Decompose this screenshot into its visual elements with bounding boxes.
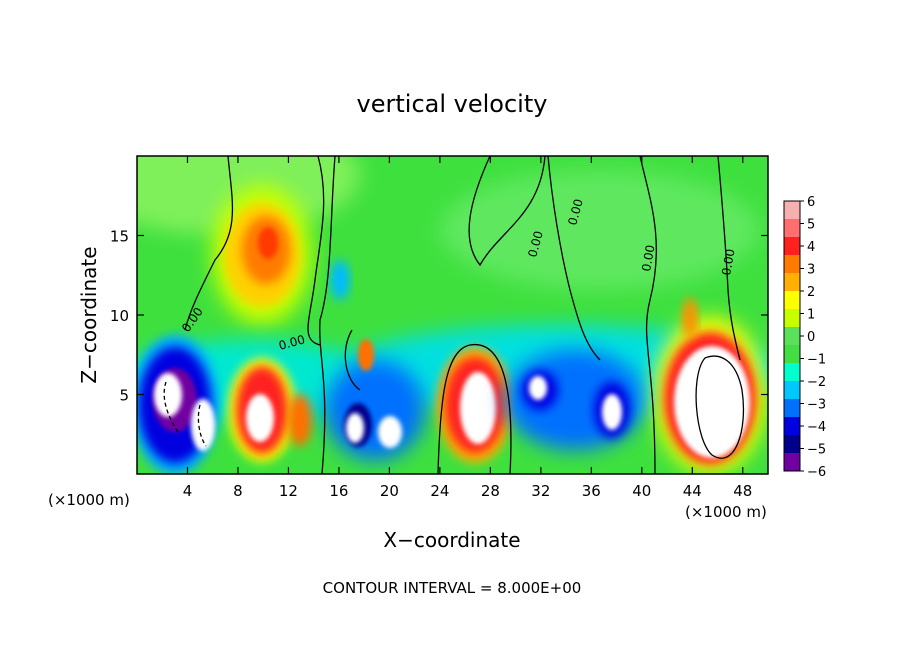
colorbar-tick-label: 0 (807, 330, 815, 345)
contour-label: 0.00 (719, 248, 737, 277)
x-tick-label: 20 (380, 482, 399, 500)
contour-line-2 (319, 156, 336, 474)
contour-line-3 (468, 156, 546, 267)
y-tick-label: 5 (119, 387, 129, 405)
field-blob-11 (154, 373, 182, 417)
field-blob-29 (602, 394, 622, 430)
colorbar-segment (784, 201, 800, 220)
colorbar-tick-label: −5 (807, 443, 826, 458)
colorbar-segment (784, 237, 800, 256)
colorbar-tick-label: −6 (807, 465, 826, 480)
x-axis-label: X−coordinate (383, 528, 520, 552)
dashed-contour-1 (197, 404, 207, 447)
field-blob-21 (358, 339, 374, 371)
dashed-contour-0 (163, 381, 179, 433)
contour-line-5 (639, 156, 657, 474)
field-blob-12 (191, 399, 215, 451)
x-tick-label: 36 (582, 482, 601, 500)
field-blob-1 (440, 170, 760, 290)
contour-line-9 (695, 355, 745, 459)
y-tick-label: 15 (110, 228, 129, 246)
contour-label: 0.00 (565, 197, 585, 226)
colorbar-segment (784, 327, 800, 346)
field-blob-33 (682, 298, 698, 338)
contour-line-8 (437, 343, 512, 474)
colorbar-tick-label: −4 (807, 420, 826, 435)
colorbar-segment (784, 345, 800, 364)
field-blob-24 (460, 372, 496, 444)
colorbar-tick-label: −1 (807, 353, 826, 368)
x-tick-label: 44 (683, 482, 702, 500)
contour-line-1 (307, 156, 325, 346)
field-blob-16 (288, 394, 312, 446)
y-axis-label: Z−coordinate (77, 246, 101, 383)
colorbar: 6 5 4 3 2 1 0 −1 −2 −3 −4 −5 −6 (783, 195, 826, 480)
x-tick-label: 12 (279, 482, 298, 500)
colorbar-segment (784, 453, 800, 472)
contour-label: 0.00 (525, 229, 545, 258)
colorbar-segment (784, 309, 800, 328)
field-blob-32 (674, 346, 750, 458)
field-blob-17 (325, 360, 425, 460)
x-tick-label: 24 (430, 482, 449, 500)
x-tick-label: 40 (632, 482, 651, 500)
contour-line-6 (717, 156, 741, 361)
y-tick-label: 10 (110, 307, 129, 325)
x-tick-label: 8 (233, 482, 243, 500)
contour-line-7 (344, 329, 361, 391)
colorbar-tick-label: −2 (807, 375, 826, 390)
plot-area (137, 156, 768, 474)
field-blob-19 (346, 413, 364, 443)
contour-interval-note: CONTOUR INTERVAL = 8.000E+00 (323, 579, 582, 597)
colorbar-segment (784, 363, 800, 382)
chart-title: vertical velocity (357, 90, 548, 118)
field-blob-5 (258, 227, 278, 259)
x-tick-label: 28 (481, 482, 500, 500)
x-tick-label: 16 (329, 482, 348, 500)
x-tick-label: 4 (183, 482, 193, 500)
x-units-left: (×1000 m) (48, 491, 130, 509)
colorbar-tick-label: 4 (807, 240, 815, 255)
colorbar-tick-label: −3 (807, 398, 826, 413)
colorbar-segment (784, 417, 800, 436)
field-blob-20 (378, 416, 402, 448)
colorbar-tick-label: 5 (807, 218, 815, 233)
colorbar-tick-label: 1 (807, 308, 815, 323)
contour-label: 0.00 (277, 332, 306, 352)
field-blob-34 (330, 260, 350, 300)
x-axis: 4 8 12 16 20 24 28 32 36 40 44 48 (183, 156, 752, 500)
x-tick-label: 48 (733, 482, 752, 500)
colorbar-tick-label: 2 (807, 285, 815, 300)
contour-line-0 (184, 156, 234, 331)
colorbar-tick-label: 6 (807, 195, 815, 210)
contour-label: 0.00 (639, 244, 657, 273)
field-blob-27 (529, 376, 547, 400)
colorbar-segment (784, 381, 800, 400)
contour-line-4 (547, 156, 601, 361)
x-tick-label: 32 (531, 482, 550, 500)
y-axis: 5 10 15 (110, 228, 768, 405)
colorbar-segment (784, 273, 800, 292)
colorbar-segment (784, 435, 800, 454)
colorbar-segment (784, 255, 800, 274)
colorbar-segment (784, 291, 800, 310)
colorbar-segment (784, 219, 800, 238)
colorbar-tick-label: 3 (807, 263, 815, 278)
field-blob-15 (246, 394, 274, 442)
colorbar-segment (784, 399, 800, 418)
field-blob-0 (137, 156, 360, 235)
x-units-right: (×1000 m) (685, 503, 767, 521)
